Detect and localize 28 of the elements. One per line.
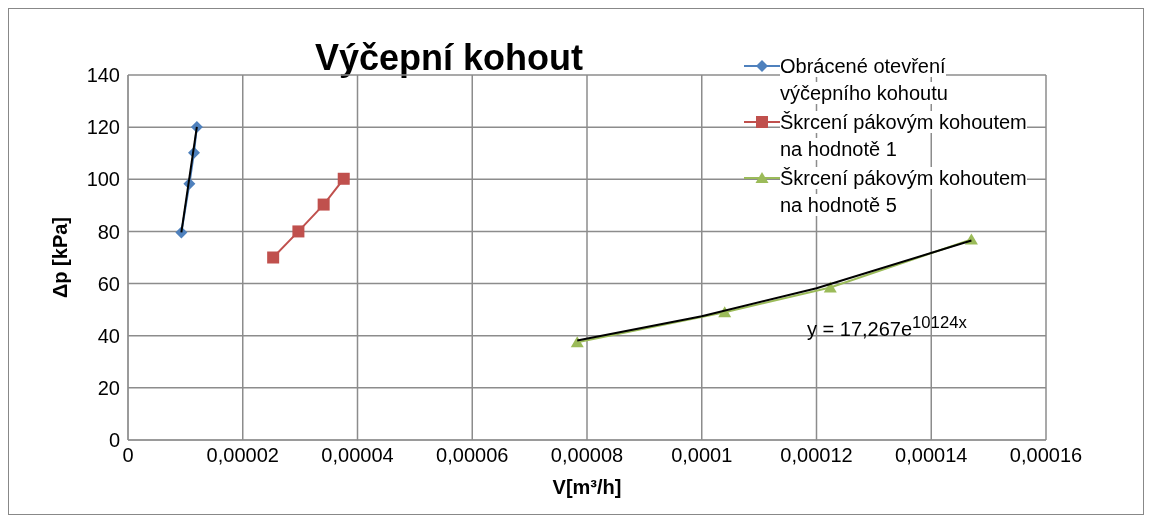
point <box>317 198 330 211</box>
point <box>267 251 280 264</box>
legend-label: Obrácené otevření výčepního kohoutu <box>780 55 948 104</box>
x-axis-title: V[m³/h] <box>552 476 622 499</box>
x-tick-label: 0,00016 <box>1009 444 1083 467</box>
x-tick-label: 0,00004 <box>321 444 394 467</box>
point <box>292 225 305 238</box>
x-tick-label: 0,00008 <box>550 444 624 467</box>
y-tick-label: 40 <box>97 324 120 347</box>
y-axis-title: Δp [kPa] <box>49 216 72 299</box>
legend-label: Škrcení pákovým kohoutem na hodnotě 1 <box>780 111 1027 160</box>
annotation: y = 17,267e$^{10124x}$ <box>807 313 967 341</box>
y-tick-label: 0 <box>108 429 120 452</box>
x-tick-label: 0,00006 <box>436 444 509 467</box>
y-tick-label: 100 <box>86 168 120 191</box>
legend-label: Škrcení pákovým kohoutem na hodnotě 5 <box>780 167 1027 216</box>
point <box>337 172 350 185</box>
x-tick-label: 0,00012 <box>780 444 853 467</box>
x-tick-label: 0,0001 <box>671 444 733 467</box>
y-tick-label: 140 <box>86 64 120 87</box>
y-tick-label: 120 <box>86 116 120 139</box>
y-tick-label: 80 <box>97 220 120 243</box>
y-tick-label: 60 <box>97 272 120 295</box>
x-tick-label: 0 <box>122 444 134 467</box>
chart-title: Výčepní kohout <box>314 37 584 79</box>
x-tick-label: 0,00002 <box>206 444 279 467</box>
y-tick-label: 20 <box>97 376 120 399</box>
x-tick-label: 0,00014 <box>895 444 968 467</box>
